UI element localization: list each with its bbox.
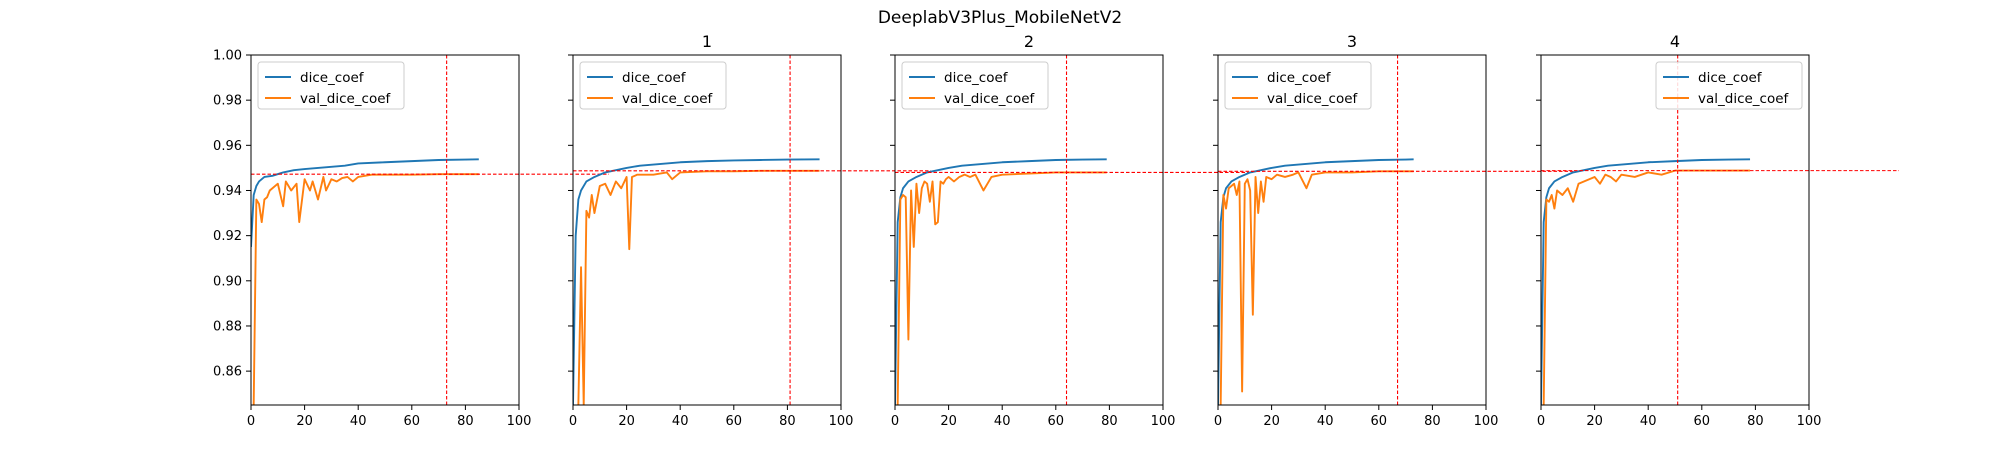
legend: dice_coef val_dice_coef: [579, 61, 727, 110]
subplot-grid: 0 20 40 60 80 1000.860.880.900.920.940.960.98…: [213, 32, 1899, 429]
legend-box: [901, 61, 1049, 110]
series-line-val_dice_coef: [577, 169, 820, 405]
x-tick-label: 100: [1797, 414, 1822, 429]
legend: dice_coef val_dice_coef: [257, 61, 405, 110]
figure-title: DeeplabV3Plus_MobileNetV2: [878, 8, 1122, 28]
y-tick-label: 0.96: [213, 139, 242, 154]
plot-area: [1218, 158, 1414, 405]
subplot-title: 3: [1347, 32, 1357, 51]
x-tick-label: 40: [994, 414, 1011, 429]
y-tick-label: 0.94: [213, 184, 242, 199]
legend-box: [1655, 61, 1803, 110]
plot-area: [1541, 158, 1751, 405]
y-tick-label: 0.88: [213, 319, 242, 334]
series-line-val_dice_coef: [896, 171, 1107, 405]
x-tick-label: 20: [1263, 414, 1280, 429]
legend-label: dice_coef: [1267, 70, 1332, 86]
legend-label: dice_coef: [300, 70, 365, 86]
x-tick-label: 60: [726, 414, 743, 429]
plot-area: [573, 158, 820, 405]
legend-label: dice_coef: [1698, 70, 1763, 86]
x-tick-label: 100: [507, 414, 532, 429]
legend-label: val_dice_coef: [1698, 91, 1790, 107]
x-tick-label: 60: [1371, 414, 1388, 429]
series-line-dice_coef: [895, 158, 1107, 405]
x-tick-label: 0: [247, 414, 255, 429]
y-tick-label: 0.86: [213, 365, 242, 380]
legend-label: val_dice_coef: [622, 91, 714, 107]
x-tick-label: 20: [296, 414, 313, 429]
subplot-1: 1 0 20 40 60 80 100 dice_coef val_dice_coef: [568, 32, 931, 429]
x-tick-label: 40: [672, 414, 689, 429]
x-tick-label: 20: [940, 414, 957, 429]
series-line-val_dice_coef: [252, 173, 479, 405]
x-tick-label: 80: [1747, 414, 1764, 429]
x-tick-label: 80: [457, 414, 474, 429]
axes-frame: [1540, 54, 1810, 406]
x-tick-label: 40: [1640, 414, 1657, 429]
x-tick-label: 20: [618, 414, 635, 429]
x-tick-label: 100: [1474, 414, 1499, 429]
legend-label: val_dice_coef: [944, 91, 1036, 107]
y-tick-label: 1.00: [213, 49, 242, 64]
axes-frame: [572, 54, 842, 406]
y-tick-label: 0.90: [213, 274, 242, 289]
series-line-dice_coef: [1541, 158, 1751, 405]
subplot-title: 4: [1670, 32, 1680, 51]
axes-frame: [894, 54, 1164, 406]
x-tick-label: 0: [891, 414, 899, 429]
y-tick-label: 0.92: [213, 229, 242, 244]
legend-label: dice_coef: [944, 70, 1009, 86]
x-tick-label: 100: [829, 414, 854, 429]
axes-frame: [250, 54, 520, 406]
legend-label: val_dice_coef: [300, 91, 392, 107]
series-line-dice_coef: [1218, 158, 1414, 405]
legend-box: [579, 61, 727, 110]
y-tick-label: 0.98: [213, 94, 242, 109]
x-tick-label: 80: [1424, 414, 1441, 429]
x-tick-label: 20: [1586, 414, 1603, 429]
legend-box: [257, 61, 405, 110]
plot-area: [251, 158, 479, 405]
x-tick-label: 60: [1048, 414, 1065, 429]
subplot-title: 2: [1024, 32, 1034, 51]
legend: dice_coef val_dice_coef: [1224, 61, 1372, 110]
subplot-0: 0 20 40 60 80 100 0.86 0.88 0.90 0.92 0.94 0.96 0.98…: [213, 49, 609, 429]
x-tick-label: 80: [1101, 414, 1118, 429]
legend-label: val_dice_coef: [1267, 91, 1359, 107]
x-tick-label: 40: [1317, 414, 1334, 429]
axes-frame: [1217, 54, 1487, 406]
series-line-dice_coef: [251, 158, 479, 247]
legend: dice_coef val_dice_coef: [1655, 61, 1803, 110]
subplot-3: 3 0 20 40 60 80 100 dice_coef val_dice_coef: [1213, 32, 1576, 429]
series-line-val_dice_coef: [1542, 169, 1751, 405]
x-tick-label: 40: [350, 414, 367, 429]
series-line-val_dice_coef: [1219, 170, 1414, 405]
legend-box: [1224, 61, 1372, 110]
plot-area: [895, 158, 1107, 405]
x-tick-label: 60: [404, 414, 421, 429]
legend-label: dice_coef: [622, 70, 687, 86]
x-tick-label: 100: [1151, 414, 1176, 429]
legend: dice_coef val_dice_coef: [901, 61, 1049, 110]
x-tick-label: 80: [779, 414, 796, 429]
subplot-title: 1: [702, 32, 712, 51]
x-tick-label: 0: [1537, 414, 1545, 429]
x-tick-label: 0: [1214, 414, 1222, 429]
x-tick-label: 60: [1694, 414, 1711, 429]
series-line-dice_coef: [573, 158, 820, 405]
x-tick-label: 0: [569, 414, 577, 429]
